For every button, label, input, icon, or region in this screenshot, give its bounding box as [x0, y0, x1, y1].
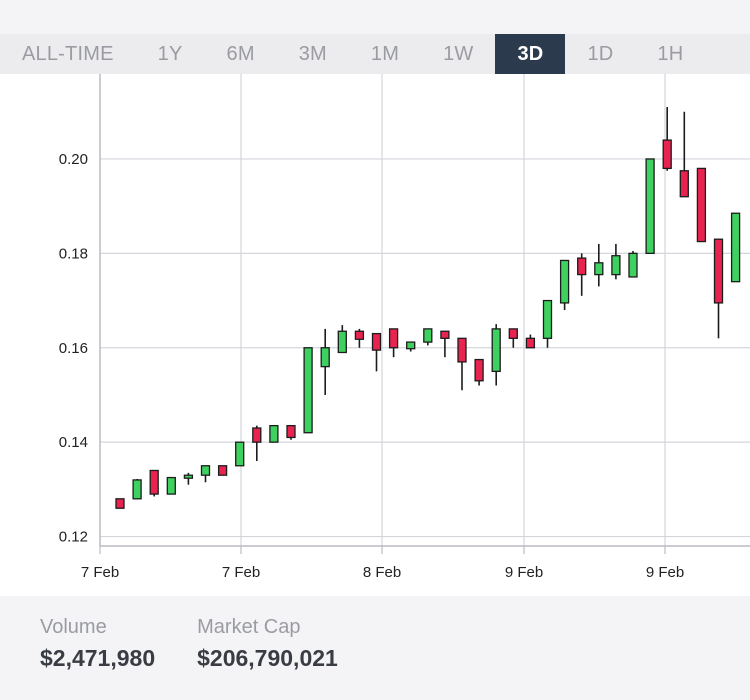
- candle-down: [525, 337, 536, 349]
- range-tab-1h[interactable]: 1H: [657, 42, 684, 65]
- candle-down: [713, 238, 724, 304]
- y-tick-label: 0.12: [59, 529, 88, 546]
- range-tab-3d[interactable]: 3D: [495, 34, 566, 74]
- candle-up: [645, 158, 655, 255]
- y-tick-label: 0.16: [59, 340, 88, 357]
- volume-value: $2,471,980: [40, 645, 156, 671]
- range-tab-1w[interactable]: 1W: [443, 42, 474, 65]
- x-tick-label: 9 Feb: [646, 564, 684, 581]
- candle-up: [611, 255, 621, 276]
- candle-up: [320, 347, 330, 368]
- candle-up: [303, 347, 313, 434]
- candle-up: [132, 479, 142, 500]
- candle-up: [423, 328, 433, 343]
- price-chart: 0.12 0.14 0.16 0.18 0.20 7 Feb 7 Feb 8 Feb 9 Feb…: [0, 74, 750, 596]
- volume-label: Volume: [40, 616, 107, 638]
- x-tick-label: 9 Feb: [505, 564, 543, 581]
- candle-down: [457, 337, 467, 363]
- candle-down: [679, 170, 689, 198]
- candle-down: [696, 167, 707, 243]
- range-tab-1m[interactable]: 1M: [370, 42, 400, 65]
- time-range-selector: ALL-TIME 1Y 6M 3M 1M 1W 3D 1D 1H: [0, 34, 750, 74]
- candle-up: [594, 262, 604, 276]
- candle-down: [115, 498, 125, 509]
- candle-down: [149, 469, 159, 495]
- y-tick-label: 0.14: [59, 434, 88, 451]
- market-cap-stat: Market Cap $206,790,021: [197, 616, 338, 700]
- candle-up: [559, 259, 570, 304]
- candle-up: [269, 424, 279, 443]
- x-tick-label: 7 Feb: [222, 564, 260, 581]
- market-cap-label: Market Cap: [197, 616, 301, 638]
- candle-down: [508, 328, 518, 339]
- candle-down: [217, 465, 228, 476]
- range-tab-3m[interactable]: 3M: [298, 42, 327, 65]
- stats-bar: Volume $2,471,980 Market Cap $206,790,02…: [0, 596, 750, 700]
- candle-up: [730, 212, 741, 283]
- candle-down: [577, 257, 587, 276]
- candle-up: [183, 474, 194, 479]
- y-tick-label: 0.20: [59, 151, 88, 168]
- candlestick-chart: 0.12 0.14 0.16 0.18 0.20 7 Feb 7 Feb 8 Feb 9 Feb…: [59, 74, 750, 581]
- market-cap-value: $206,790,021: [197, 645, 338, 671]
- candle-up: [628, 252, 638, 278]
- candle-up: [235, 441, 245, 467]
- x-tick-label: 7 Feb: [81, 564, 119, 581]
- candle-up: [166, 476, 176, 495]
- candle-down: [252, 427, 262, 443]
- candle-down: [371, 332, 382, 351]
- candle-up: [491, 328, 501, 373]
- candle-down: [662, 139, 672, 170]
- range-tab-6m[interactable]: 6M: [226, 42, 255, 65]
- candle-down: [388, 328, 399, 349]
- range-tab-1d[interactable]: 1D: [587, 42, 614, 65]
- candle-up: [406, 341, 416, 350]
- candle-up: [200, 465, 211, 476]
- candle-up: [337, 330, 347, 354]
- candle-down: [286, 424, 296, 439]
- candle-down: [440, 330, 450, 339]
- top-band: [0, 0, 750, 34]
- candle-up: [542, 299, 553, 339]
- y-tick-label: 0.18: [59, 245, 88, 262]
- volume-stat: Volume $2,471,980: [40, 616, 155, 700]
- candle-down: [354, 330, 365, 340]
- candle-down: [474, 358, 484, 382]
- range-tab-all-time[interactable]: ALL-TIME: [22, 42, 114, 65]
- range-tab-1y[interactable]: 1Y: [157, 42, 183, 65]
- x-tick-label: 8 Feb: [363, 564, 401, 581]
